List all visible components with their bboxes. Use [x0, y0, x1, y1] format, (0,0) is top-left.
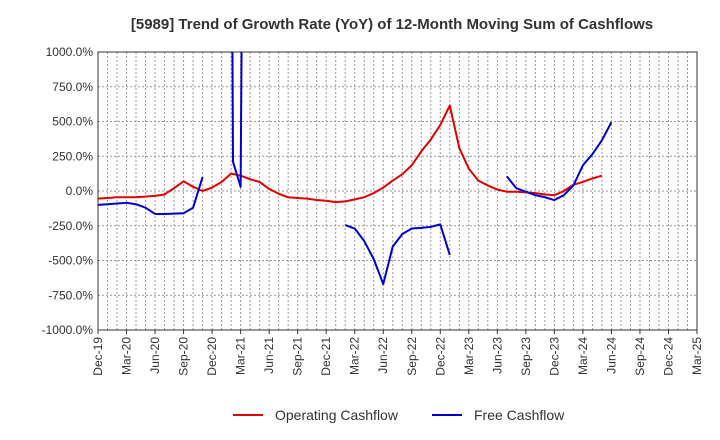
- x-tick-label: Jun-23: [490, 337, 504, 374]
- series-line-free-cashflow-segment-2: [231, 52, 243, 188]
- series-line-free-cashflow-segment-4: [506, 121, 613, 202]
- x-tick-label: Jun-22: [376, 337, 390, 374]
- series-line-operating-cashflow: [98, 104, 603, 204]
- x-tick-label: Mar-21: [234, 337, 248, 375]
- legend-item-free-cashflow: Free Cashflow: [432, 407, 565, 423]
- legend: Operating Cashflow Free Cashflow: [233, 407, 565, 423]
- legend-label-free-cashflow: Free Cashflow: [474, 407, 565, 423]
- x-tick-label: Dec-20: [205, 337, 219, 376]
- y-tick-label: -750.0%: [48, 288, 93, 302]
- x-tick-label: Sep-23: [519, 337, 533, 376]
- y-tick-label: 1000.0%: [46, 45, 94, 59]
- x-tick-label: Jun-24: [604, 337, 618, 374]
- x-tick-label: Sep-21: [291, 337, 305, 376]
- x-tick-label: Mar-22: [348, 337, 362, 375]
- x-tick-label: Dec-23: [547, 337, 561, 376]
- plot-frame: [97, 51, 698, 331]
- legend-label-operating-cashflow: Operating Cashflow: [275, 407, 399, 423]
- series-line-free-cashflow-segment-1: [98, 176, 204, 215]
- x-tick-label: Mar-24: [576, 337, 590, 375]
- y-tick-label: -250.0%: [48, 219, 93, 233]
- grid: [98, 52, 697, 330]
- x-tick-label: Sep-24: [633, 337, 647, 376]
- y-tick-label: 500.0%: [52, 115, 93, 129]
- x-tick-label: Mar-20: [120, 337, 134, 375]
- x-tick-label: Dec-19: [91, 337, 105, 376]
- x-tick-label: Dec-21: [319, 337, 333, 376]
- x-axis: Dec-19 Mar-20 Jun-20 Sep-20 Dec-20 Mar-21 Jun-…: [91, 330, 704, 376]
- x-tick-label: Dec-22: [433, 337, 447, 376]
- x-tick-label: Mar-25: [690, 337, 704, 375]
- x-tick-label: Sep-22: [405, 337, 419, 376]
- x-tick-label: Sep-20: [177, 337, 191, 376]
- plot-border: [97, 51, 698, 331]
- y-axis: 1000.0% 750.0% 500.0% 250.0% 0.0% -250.0% -500…: [42, 45, 94, 337]
- y-tick-label: 750.0%: [52, 80, 93, 94]
- y-tick-label: 250.0%: [52, 149, 93, 163]
- x-tick-label: Jun-21: [262, 337, 276, 374]
- series-line-free-cashflow-segment-3: [344, 223, 451, 286]
- chart-title: [5989] Trend of Growth Rate (YoY) of 12-…: [131, 16, 653, 33]
- y-tick-label: -500.0%: [48, 254, 93, 268]
- y-tick-label: 0.0%: [66, 184, 94, 198]
- x-tick-label: Dec-24: [661, 337, 675, 376]
- x-tick-label: Jun-20: [148, 337, 162, 374]
- series-layer: [98, 52, 613, 286]
- legend-item-operating-cashflow: Operating Cashflow: [233, 407, 399, 423]
- x-tick-label: Mar-23: [462, 337, 476, 375]
- y-tick-label: -1000.0%: [42, 323, 94, 337]
